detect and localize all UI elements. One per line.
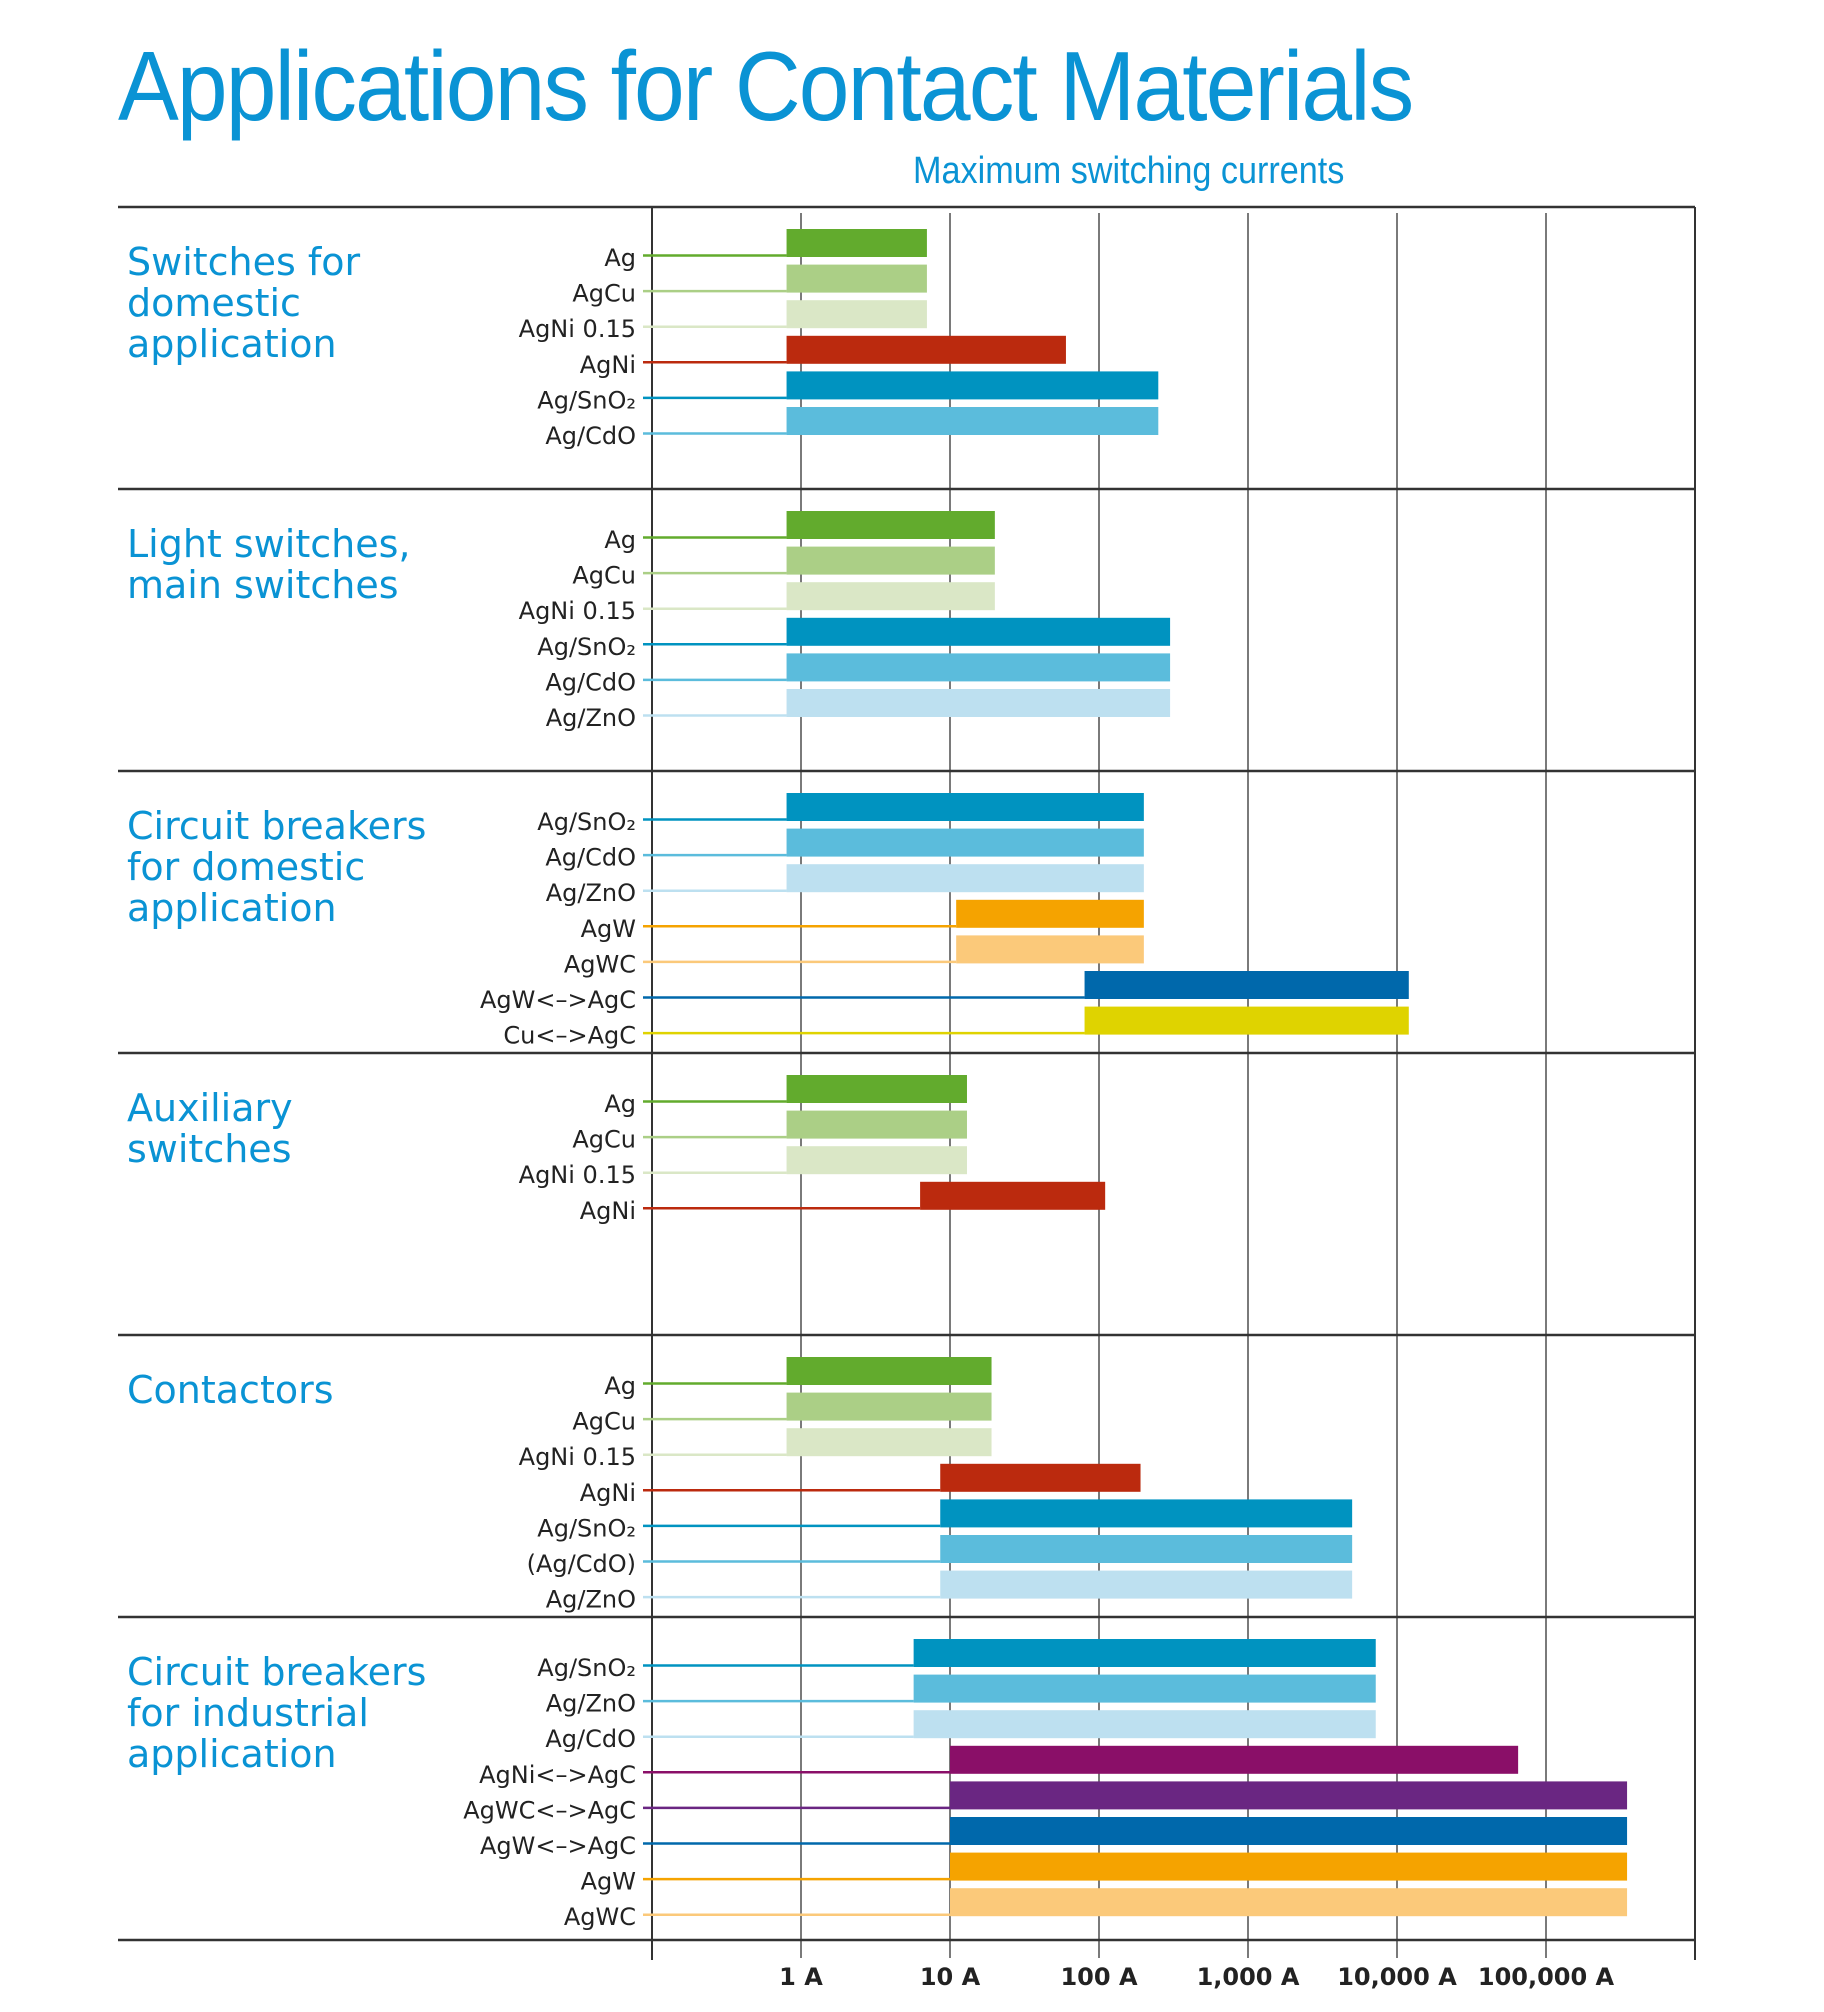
material-label: Ag/SnO₂ bbox=[537, 1514, 636, 1542]
bar-ag-zno bbox=[913, 1710, 1376, 1739]
material-label: Ag/ZnO bbox=[546, 704, 636, 732]
bar-agni-agc bbox=[950, 1745, 1519, 1774]
bar-ag-zno bbox=[940, 1570, 1353, 1599]
bar-agcu bbox=[786, 546, 995, 575]
material-label: Ag/CdO bbox=[545, 1725, 636, 1753]
material-label: Ag bbox=[604, 244, 636, 272]
material-label: Ag/SnO₂ bbox=[537, 633, 636, 661]
bar-ag-cdo bbox=[786, 407, 1159, 435]
section-heading: Circuit breakers bbox=[127, 804, 426, 848]
material-label: Ag/ZnO bbox=[546, 879, 636, 907]
material-label: Cu<–>AgC bbox=[503, 1022, 636, 1050]
section-heading: application bbox=[127, 886, 337, 930]
section-heading: application bbox=[127, 322, 337, 366]
section-heading: Switches for bbox=[127, 240, 361, 284]
page-title: Applications for Contact Materials bbox=[118, 31, 1414, 141]
bar-agni-0-15 bbox=[786, 1428, 992, 1457]
bar-ag-sno2 bbox=[786, 371, 1159, 400]
x-tick-label: 100,000 A bbox=[1478, 1963, 1615, 1991]
bar-cu-agc bbox=[1084, 1006, 1409, 1035]
material-label: Ag/CdO bbox=[545, 668, 636, 696]
material-label: Ag bbox=[604, 1090, 636, 1118]
material-label: AgWC bbox=[564, 950, 636, 978]
material-label: AgW<–>AgC bbox=[480, 986, 636, 1014]
bar-agw bbox=[956, 899, 1144, 928]
bar-agwc-agc bbox=[950, 1781, 1628, 1810]
material-label: AgNi 0.15 bbox=[519, 1161, 636, 1189]
bar-ag-sno2 bbox=[786, 793, 1144, 821]
x-tick-label: 100 A bbox=[1060, 1963, 1137, 1991]
section-heading: for domestic bbox=[127, 845, 365, 889]
material-label: Ag/CdO bbox=[545, 422, 636, 450]
bar-ag-cdo bbox=[786, 828, 1144, 857]
material-label: AgNi 0.15 bbox=[519, 315, 636, 343]
bar-agwc bbox=[956, 935, 1144, 964]
bar-ag bbox=[786, 229, 927, 257]
material-label: AgNi 0.15 bbox=[519, 1443, 636, 1471]
chart-subtitle: Maximum switching currents bbox=[913, 150, 1345, 192]
material-label: AgNi bbox=[580, 1197, 636, 1225]
material-label: Ag/ZnO bbox=[546, 1690, 636, 1718]
bar-agni-0-15 bbox=[786, 300, 927, 329]
section-heading: application bbox=[127, 1732, 337, 1776]
material-label: AgCu bbox=[572, 1126, 636, 1154]
bar-ag bbox=[786, 1357, 992, 1385]
bar-agcu bbox=[786, 1392, 992, 1421]
bar-ag-zno bbox=[786, 689, 1171, 717]
material-label: AgW bbox=[581, 1868, 636, 1896]
material-label: AgCu bbox=[572, 1408, 636, 1436]
section-heading: for industrial bbox=[127, 1691, 369, 1735]
bar-ag-sno2 bbox=[940, 1499, 1353, 1528]
material-label: AgWC<–>AgC bbox=[463, 1796, 636, 1824]
bar-ag-cdo bbox=[913, 1674, 1376, 1703]
bar-ag bbox=[786, 1075, 967, 1103]
bar-agcu bbox=[786, 1110, 967, 1139]
material-label: AgW bbox=[581, 915, 636, 943]
material-label: AgNi<–>AgC bbox=[479, 1761, 636, 1789]
bar-ag-sno2 bbox=[786, 617, 1171, 646]
material-label: (Ag/CdO) bbox=[527, 1550, 636, 1578]
bar-agni-0-15 bbox=[786, 582, 995, 611]
material-label: Ag/SnO₂ bbox=[537, 386, 636, 414]
bar-ag-sno2 bbox=[913, 1639, 1376, 1667]
section-heading: Contactors bbox=[127, 1368, 334, 1412]
bar-agni-0-15 bbox=[786, 1146, 967, 1175]
bar-agw-agc bbox=[950, 1817, 1628, 1845]
material-label: AgCu bbox=[572, 280, 636, 308]
material-label: Ag/SnO₂ bbox=[537, 808, 636, 836]
x-tick-label: 1 A bbox=[779, 1963, 823, 1991]
bar-ag-zno bbox=[786, 864, 1144, 893]
material-label: AgCu bbox=[572, 562, 636, 590]
bar-agw-agc bbox=[1084, 971, 1409, 999]
material-label: AgNi 0.15 bbox=[519, 597, 636, 625]
bar-agni bbox=[920, 1181, 1106, 1210]
material-label: AgNi bbox=[580, 351, 636, 379]
x-tick-label: 1,000 A bbox=[1197, 1963, 1300, 1991]
bar-agni bbox=[786, 335, 1066, 364]
section-heading: switches bbox=[127, 1127, 292, 1171]
section-heading: Light switches, bbox=[127, 522, 410, 566]
material-label: AgW<–>AgC bbox=[480, 1832, 636, 1860]
x-tick-label: 10 A bbox=[920, 1963, 981, 1991]
material-label: AgNi bbox=[580, 1479, 636, 1507]
material-label: Ag/CdO bbox=[545, 844, 636, 872]
bar-agni bbox=[940, 1463, 1141, 1492]
section-heading: Auxiliary bbox=[127, 1086, 293, 1130]
material-label: Ag/SnO₂ bbox=[537, 1654, 636, 1682]
bar-agw bbox=[950, 1852, 1628, 1881]
bar-ag-cdo bbox=[940, 1535, 1353, 1563]
material-label: AgWC bbox=[564, 1903, 636, 1931]
material-label: Ag/ZnO bbox=[546, 1586, 636, 1614]
bar-agcu bbox=[786, 264, 927, 293]
material-label: Ag bbox=[604, 526, 636, 554]
x-tick-label: 10,000 A bbox=[1337, 1963, 1457, 1991]
section-heading: domestic bbox=[127, 281, 301, 325]
bar-ag-cdo bbox=[786, 653, 1171, 682]
section-heading: Circuit breakers bbox=[127, 1650, 426, 1694]
bar-ag bbox=[786, 511, 995, 539]
material-label: Ag bbox=[604, 1372, 636, 1400]
bar-agwc bbox=[950, 1888, 1628, 1917]
section-heading: main switches bbox=[127, 563, 399, 607]
